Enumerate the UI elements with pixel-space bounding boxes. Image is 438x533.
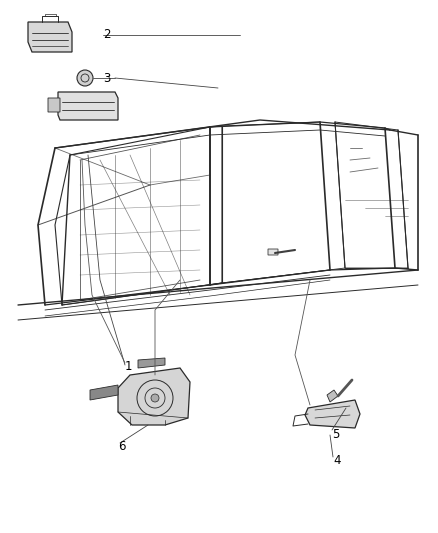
FancyBboxPatch shape [48, 98, 60, 112]
Circle shape [77, 70, 93, 86]
Text: 1: 1 [125, 360, 133, 374]
Polygon shape [138, 358, 165, 368]
FancyBboxPatch shape [268, 249, 278, 255]
Text: 4: 4 [333, 455, 340, 467]
Polygon shape [90, 385, 118, 400]
Polygon shape [118, 368, 190, 425]
Polygon shape [28, 22, 72, 52]
Polygon shape [327, 390, 338, 402]
Text: 3: 3 [103, 71, 110, 85]
Polygon shape [305, 400, 360, 428]
Text: 5: 5 [332, 427, 339, 440]
Text: 2: 2 [103, 28, 110, 42]
Circle shape [151, 394, 159, 402]
Text: 6: 6 [118, 440, 126, 454]
Polygon shape [58, 92, 118, 120]
